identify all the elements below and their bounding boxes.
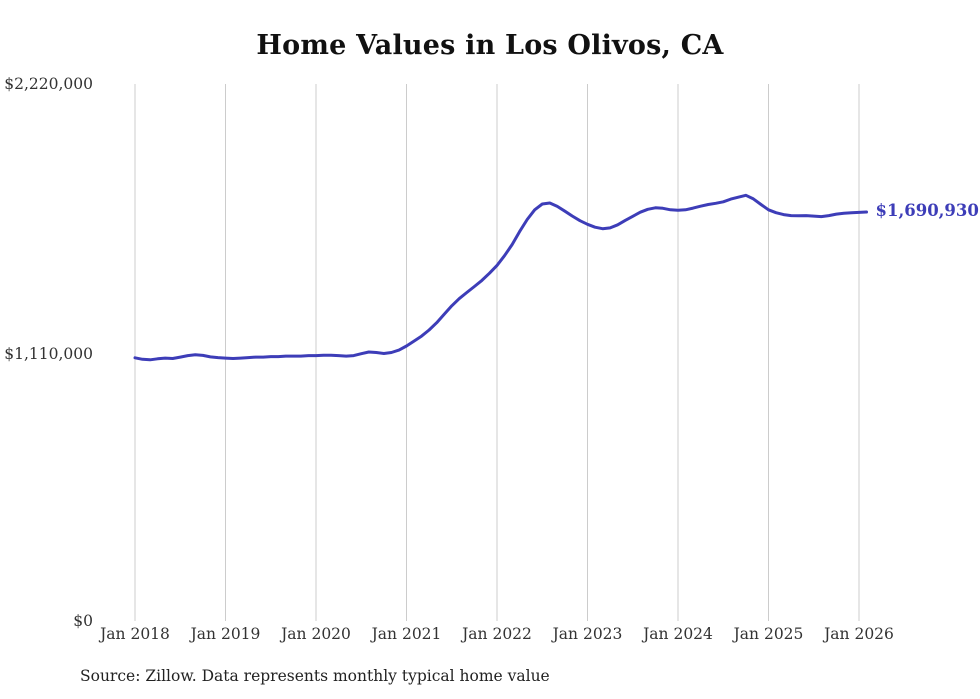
x-axis-tick-2020: Jan 2020 bbox=[281, 625, 351, 643]
y-axis-tick-zero: $0 bbox=[73, 612, 93, 630]
home-value-line bbox=[133, 193, 868, 362]
y-axis-tick-mid: $1,110,000 bbox=[4, 345, 93, 363]
x-axis-tick-2026: Jan 2026 bbox=[824, 625, 894, 643]
x-axis-tick-2025: Jan 2025 bbox=[733, 625, 804, 643]
x-axis-tick-2018: Jan 2018 bbox=[100, 625, 170, 643]
x-axis-tick-2024: Jan 2024 bbox=[643, 625, 713, 643]
end-value-label: $1,690,930 bbox=[875, 200, 979, 220]
x-axis-tick-2021: Jan 2021 bbox=[371, 625, 442, 643]
source-note: Source: Zillow. Data represents monthly … bbox=[80, 667, 550, 685]
x-axis-tick-2022: Jan 2022 bbox=[462, 625, 532, 643]
chart-title: Home Values in Los Olivos, CA bbox=[256, 30, 724, 61]
x-axis-tick-2019: Jan 2019 bbox=[190, 625, 261, 643]
x-axis-tick-2023: Jan 2023 bbox=[552, 625, 623, 643]
y-axis-tick-max: $2,220,000 bbox=[4, 75, 93, 93]
